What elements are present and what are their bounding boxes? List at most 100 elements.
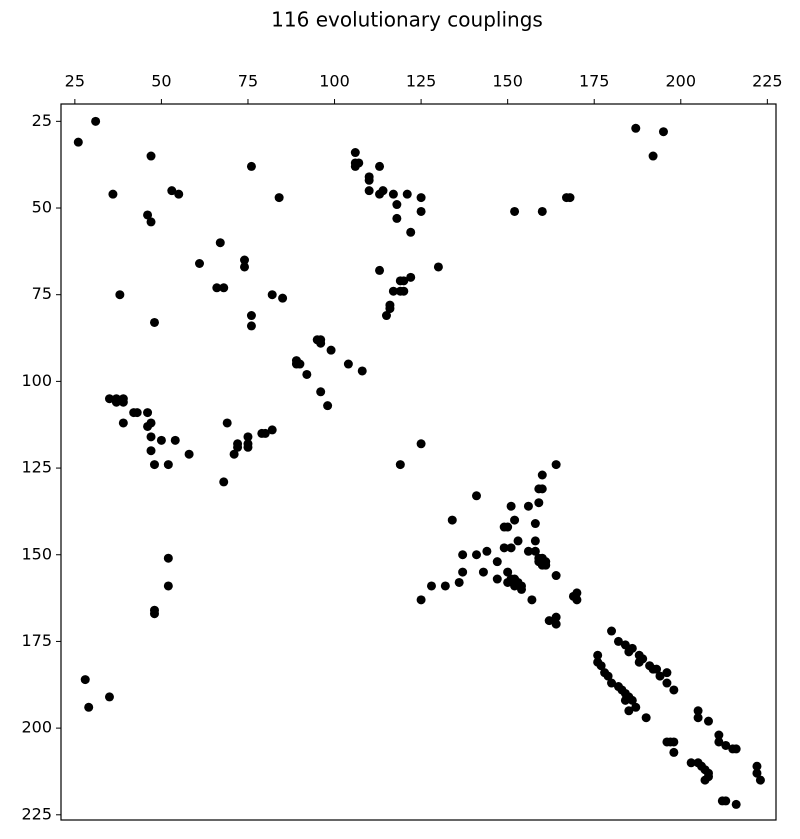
point	[510, 515, 520, 525]
point	[163, 553, 173, 563]
point	[613, 636, 623, 646]
point	[194, 258, 204, 268]
point	[143, 210, 153, 220]
point	[669, 737, 679, 747]
point	[458, 550, 468, 560]
point	[108, 189, 118, 199]
point	[402, 189, 412, 199]
point	[350, 148, 360, 158]
point	[316, 338, 326, 348]
point	[246, 321, 256, 331]
point	[163, 460, 173, 470]
point	[755, 775, 765, 785]
point	[482, 546, 492, 556]
point	[222, 418, 232, 428]
point	[149, 609, 159, 619]
point	[551, 460, 561, 470]
point	[350, 161, 360, 171]
point	[721, 796, 731, 806]
point	[551, 619, 561, 629]
point	[523, 546, 533, 556]
point	[492, 574, 502, 584]
y-tick-label: 75	[32, 284, 52, 303]
point	[149, 317, 159, 327]
point	[240, 255, 250, 265]
point	[243, 442, 253, 452]
point	[551, 571, 561, 581]
point	[267, 290, 277, 300]
point	[648, 151, 658, 161]
point	[378, 186, 388, 196]
point	[703, 772, 713, 782]
point	[731, 744, 741, 754]
point	[662, 678, 672, 688]
point	[146, 432, 156, 442]
x-tick-label: 125	[406, 72, 437, 91]
point	[326, 345, 336, 355]
point	[343, 359, 353, 369]
point	[714, 730, 724, 740]
point	[357, 366, 367, 376]
point	[565, 193, 575, 203]
point	[662, 668, 672, 678]
point	[146, 418, 156, 428]
x-tick-label: 225	[752, 72, 783, 91]
point	[641, 713, 651, 723]
point	[603, 671, 613, 681]
x-tick-label: 75	[238, 72, 258, 91]
point	[686, 758, 696, 768]
point	[132, 408, 142, 418]
point	[503, 577, 513, 587]
point	[406, 227, 416, 237]
point	[395, 460, 405, 470]
point	[295, 359, 305, 369]
point	[631, 702, 641, 712]
point	[620, 640, 630, 650]
point	[669, 685, 679, 695]
point	[541, 560, 551, 570]
x-tick-label: 150	[492, 72, 523, 91]
point	[652, 664, 662, 674]
point	[471, 550, 481, 560]
point	[530, 546, 540, 556]
point	[752, 761, 762, 771]
point	[530, 536, 540, 546]
point	[669, 747, 679, 757]
point	[631, 123, 641, 133]
x-tick-label: 200	[666, 72, 697, 91]
point	[527, 595, 537, 605]
point	[471, 491, 481, 501]
y-tick-label: 25	[32, 111, 52, 130]
point	[170, 435, 180, 445]
point	[693, 713, 703, 723]
point	[634, 657, 644, 667]
point	[215, 238, 225, 248]
point	[229, 449, 239, 459]
point	[146, 217, 156, 227]
point	[323, 401, 333, 411]
point	[607, 678, 617, 688]
point	[506, 543, 516, 553]
point	[655, 671, 665, 681]
point	[104, 394, 114, 404]
point	[454, 577, 464, 587]
point	[416, 439, 426, 449]
point	[624, 706, 634, 716]
y-tick-label: 100	[21, 371, 52, 390]
point	[73, 137, 83, 147]
point	[510, 206, 520, 216]
point	[458, 567, 468, 577]
point	[499, 543, 509, 553]
point	[278, 293, 288, 303]
point	[517, 584, 527, 594]
point	[426, 581, 436, 591]
point	[246, 311, 256, 321]
point	[416, 595, 426, 605]
point	[620, 695, 630, 705]
point	[492, 557, 502, 567]
point	[316, 387, 326, 397]
x-tick-label: 25	[65, 72, 85, 91]
point	[246, 161, 256, 171]
point	[167, 186, 177, 196]
